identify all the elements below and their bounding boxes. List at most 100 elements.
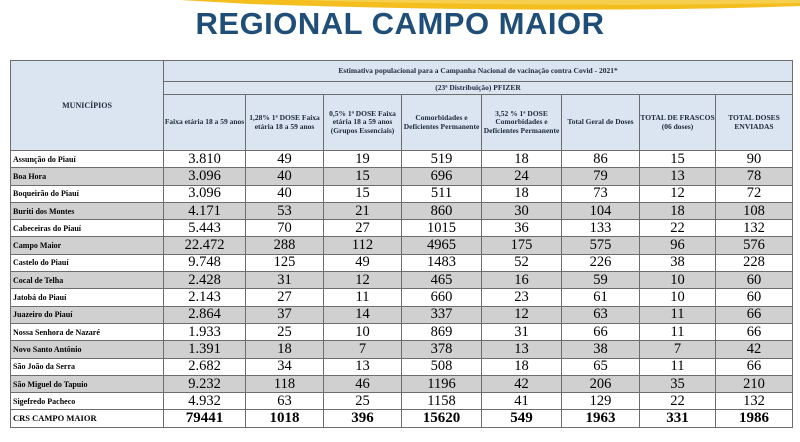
table-cell: 4.932 bbox=[163, 392, 246, 411]
municipio-name: Nossa Senhora de Nazaré bbox=[10, 322, 164, 342]
table-subcaption: (23ª Distribuição) PFIZER bbox=[162, 81, 794, 95]
table-cell: 25 bbox=[323, 392, 402, 411]
table-row: Novo Santo Antônio 1.391 18 7 378 13 38 7 42 bbox=[10, 340, 794, 359]
table-cell: 1483 bbox=[401, 253, 482, 273]
municipio-name: São João da Serra bbox=[10, 357, 164, 376]
table-cell: 3.096 bbox=[163, 184, 246, 203]
table-cell: 42 bbox=[481, 374, 562, 394]
table-cell: 31 bbox=[245, 271, 324, 290]
table-cell: 125 bbox=[245, 253, 324, 273]
table-cell: 49 bbox=[323, 253, 402, 273]
municipio-name: Castelo do Piauí bbox=[10, 253, 164, 273]
table-cell: 337 bbox=[401, 305, 482, 324]
table-cell: 14 bbox=[323, 305, 402, 324]
table-cell: 41 bbox=[481, 392, 562, 411]
table-cell: 66 bbox=[561, 322, 640, 342]
table-cell: 38 bbox=[639, 253, 716, 273]
table-cell: 36 bbox=[481, 219, 562, 238]
table-cell: 13 bbox=[639, 167, 716, 186]
municipio-name: Boa Hora bbox=[10, 167, 164, 186]
table-cell: 34 bbox=[245, 357, 324, 376]
table-cell: 228 bbox=[714, 253, 794, 273]
municipio-name: Juazeiro do Piauí bbox=[10, 305, 164, 324]
column-header: 1,28% 1ª DOSE Faixa etária 18 a 59 anos bbox=[245, 94, 324, 151]
table-cell: 860 bbox=[401, 201, 482, 221]
table-cell: 11 bbox=[639, 357, 716, 376]
table-cell: 40 bbox=[245, 184, 324, 203]
table-cell: 63 bbox=[561, 305, 640, 324]
table-cell: 53 bbox=[245, 201, 324, 221]
table-row: Boa Hora 3.096 40 15 696 24 79 13 78 bbox=[10, 167, 794, 186]
table-cell: 11 bbox=[323, 288, 402, 307]
table-caption: Estimativa populacional para a Campanha … bbox=[162, 60, 794, 82]
table-cell: 519 bbox=[401, 149, 482, 169]
table-cell: 25 bbox=[245, 322, 324, 342]
column-header: 0,5% 1ª DOSE Faixa etária 18 a 59 anos (… bbox=[323, 94, 402, 151]
table-cell: 2.864 bbox=[163, 305, 246, 324]
table-cell: 15 bbox=[323, 184, 402, 203]
table-cell: 13 bbox=[481, 340, 562, 359]
total-cell: 396 bbox=[323, 409, 402, 428]
table-cell: 42 bbox=[714, 340, 794, 359]
table-cell: 18 bbox=[481, 149, 562, 169]
table-cell: 60 bbox=[714, 288, 794, 307]
municipio-name: Cabeceiras do Piauí bbox=[10, 219, 164, 238]
table-cell: 79 bbox=[561, 167, 640, 186]
table-cell: 511 bbox=[401, 184, 482, 203]
table-cell: 72 bbox=[714, 184, 794, 203]
table-row: Juazeiro do Piauí 2.864 37 14 337 12 63 11 66 bbox=[10, 305, 794, 324]
table-cell: 9.232 bbox=[163, 374, 246, 394]
table-cell: 52 bbox=[481, 253, 562, 273]
table-row: Buriti dos Montes 4.171 53 21 860 30 104 18 108 bbox=[10, 201, 794, 221]
municipio-name: Jatobá do Piauí bbox=[10, 288, 164, 307]
total-cell: 331 bbox=[639, 409, 716, 428]
total-cell: 15620 bbox=[401, 409, 482, 428]
table-cell: 118 bbox=[245, 374, 324, 394]
table-cell: 4.171 bbox=[163, 201, 246, 221]
table-cell: 90 bbox=[714, 149, 794, 169]
table-cell: 2.682 bbox=[163, 357, 246, 376]
table-cell: 63 bbox=[245, 392, 324, 411]
table-cell: 22.472 bbox=[163, 236, 246, 255]
table-cell: 21 bbox=[323, 201, 402, 221]
table-cell: 1196 bbox=[401, 374, 482, 394]
table-cell: 31 bbox=[481, 322, 562, 342]
table-cell: 23 bbox=[481, 288, 562, 307]
table-cell: 2.143 bbox=[163, 288, 246, 307]
table-cell: 104 bbox=[561, 201, 640, 221]
table-cell: 133 bbox=[561, 219, 640, 238]
table-row: Campo Maior 22.472 288 112 4965 175 575 96 576 bbox=[10, 236, 794, 255]
table-row: Cocal de Telha 2.428 31 12 465 16 59 10 60 bbox=[10, 271, 794, 290]
table-cell: 12 bbox=[481, 305, 562, 324]
table-cell: 10 bbox=[639, 271, 716, 290]
table-cell: 86 bbox=[561, 149, 640, 169]
table-cell: 3.810 bbox=[163, 149, 246, 169]
total-cell: 549 bbox=[481, 409, 562, 428]
table-cell: 70 bbox=[245, 219, 324, 238]
table-row: São João da Serra 2.682 34 13 508 18 65 11 66 bbox=[10, 357, 794, 376]
municipio-name: São Miguel do Tapuio bbox=[10, 374, 164, 394]
table-cell: 24 bbox=[481, 167, 562, 186]
table-cell: 10 bbox=[639, 288, 716, 307]
table-cell: 37 bbox=[245, 305, 324, 324]
table-cell: 66 bbox=[714, 322, 794, 342]
table-cell: 16 bbox=[481, 271, 562, 290]
table-cell: 1.933 bbox=[163, 322, 246, 342]
table-row: Nossa Senhora de Nazaré 1.933 25 10 869 31 66 1… bbox=[10, 322, 794, 342]
table-cell: 78 bbox=[714, 167, 794, 186]
total-cell: 1018 bbox=[245, 409, 324, 428]
table-cell: 132 bbox=[714, 392, 794, 411]
municipio-name: Buriti dos Montes bbox=[10, 201, 164, 221]
table-cell: 60 bbox=[714, 271, 794, 290]
municipios-header: MUNICÍPIOS bbox=[10, 60, 164, 151]
municipio-name: Sigefredo Pacheco bbox=[10, 392, 164, 411]
table-cell: 11 bbox=[639, 322, 716, 342]
table-cell: 38 bbox=[561, 340, 640, 359]
table-cell: 508 bbox=[401, 357, 482, 376]
table-cell: 12 bbox=[323, 271, 402, 290]
table-cell: 10 bbox=[323, 322, 402, 342]
vaccination-table: MUNICÍPIOS Estimativa populacional para … bbox=[10, 60, 794, 428]
table-cell: 660 bbox=[401, 288, 482, 307]
table-cell: 2.428 bbox=[163, 271, 246, 290]
table-cell: 73 bbox=[561, 184, 640, 203]
